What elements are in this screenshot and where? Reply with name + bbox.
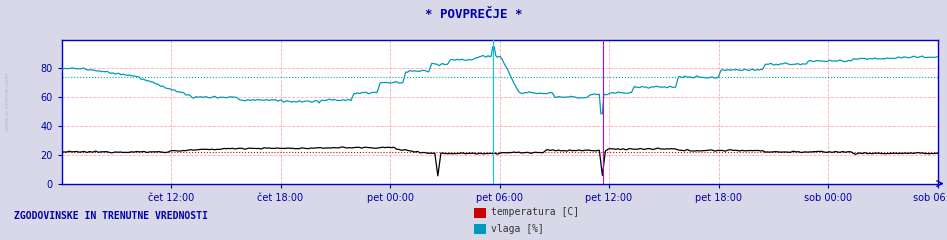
Text: www.si-vreme.com: www.si-vreme.com: [5, 71, 10, 131]
Text: temperatura [C]: temperatura [C]: [491, 207, 579, 217]
Text: vlaga [%]: vlaga [%]: [491, 224, 544, 234]
Text: ZGODOVINSKE IN TRENUTNE VREDNOSTI: ZGODOVINSKE IN TRENUTNE VREDNOSTI: [14, 211, 208, 221]
Text: * POVPREČJE *: * POVPREČJE *: [425, 8, 522, 21]
